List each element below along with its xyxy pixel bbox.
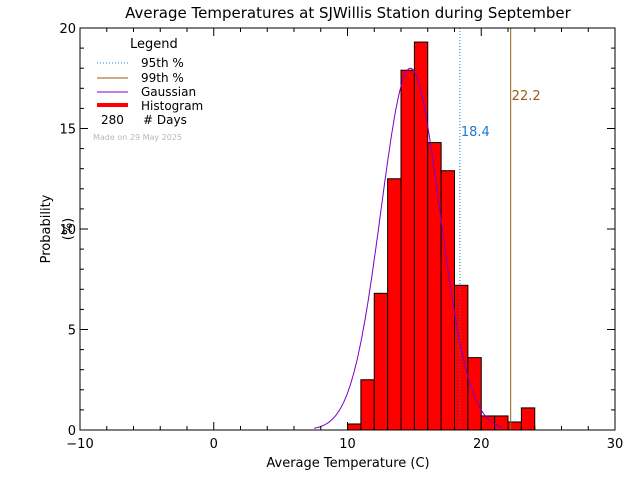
x-axis-label: Average Temperature (C) [266, 456, 429, 471]
histogram-bar [507, 421, 522, 431]
y-axis: 0 5 10 15 20 [59, 22, 615, 439]
chart-title: Average Temperatures at SJWillis Station… [125, 4, 572, 22]
x-tick-label: 30 [607, 437, 624, 452]
histogram-bar [413, 41, 429, 431]
made-on-note: Made on 29 May 2025 [93, 133, 182, 142]
legend-count-value: 280 [101, 113, 124, 127]
legend-title: Legend [130, 37, 178, 52]
x-tick-label: 0 [210, 437, 218, 452]
legend-count-label: # Days [143, 113, 187, 127]
histogram-bar [427, 142, 442, 431]
y-tick-label: 10 [59, 223, 76, 238]
percentile-label-99th: 22.2 [512, 89, 541, 104]
x-tick-label: −10 [66, 437, 93, 452]
y-tick-label: 20 [59, 22, 76, 37]
histogram-bar [387, 178, 402, 431]
legend: Legend 95th % 99th % Gaussian Histogram … [93, 37, 203, 142]
y-axis-label: Probability (%) [39, 194, 76, 263]
gaussian-curve [313, 67, 502, 429]
histogram-bar [520, 407, 536, 431]
x-tick-label: 10 [339, 437, 356, 452]
histogram-bar [373, 292, 389, 431]
histogram-bar [347, 423, 362, 431]
y-axis-label-line-2: (%) [61, 218, 76, 241]
histogram-bar [360, 379, 375, 431]
legend-label-99th: 99th % [141, 71, 184, 85]
histogram-bars [347, 41, 536, 431]
histogram-bar [454, 284, 469, 431]
x-axis: −10 0 10 20 30 [66, 28, 623, 452]
y-tick-label: 0 [68, 424, 76, 439]
histogram-bar [400, 69, 415, 431]
histogram-bar [467, 357, 482, 431]
histogram-bar [494, 415, 509, 431]
percentile-label-95th: 18.4 [461, 125, 490, 140]
y-axis-label-line-1: Probability [39, 194, 54, 263]
legend-label-histogram: Histogram [141, 99, 203, 113]
y-tick-label: 5 [68, 324, 76, 339]
y-tick-label: 15 [59, 123, 76, 138]
legend-label-gaussian: Gaussian [141, 85, 196, 99]
legend-swatch-histogram [97, 103, 128, 107]
legend-label-95th: 95th % [141, 56, 184, 70]
percentile-lines: 18.4 22.2 [459, 28, 541, 430]
x-tick-label: 20 [473, 437, 490, 452]
